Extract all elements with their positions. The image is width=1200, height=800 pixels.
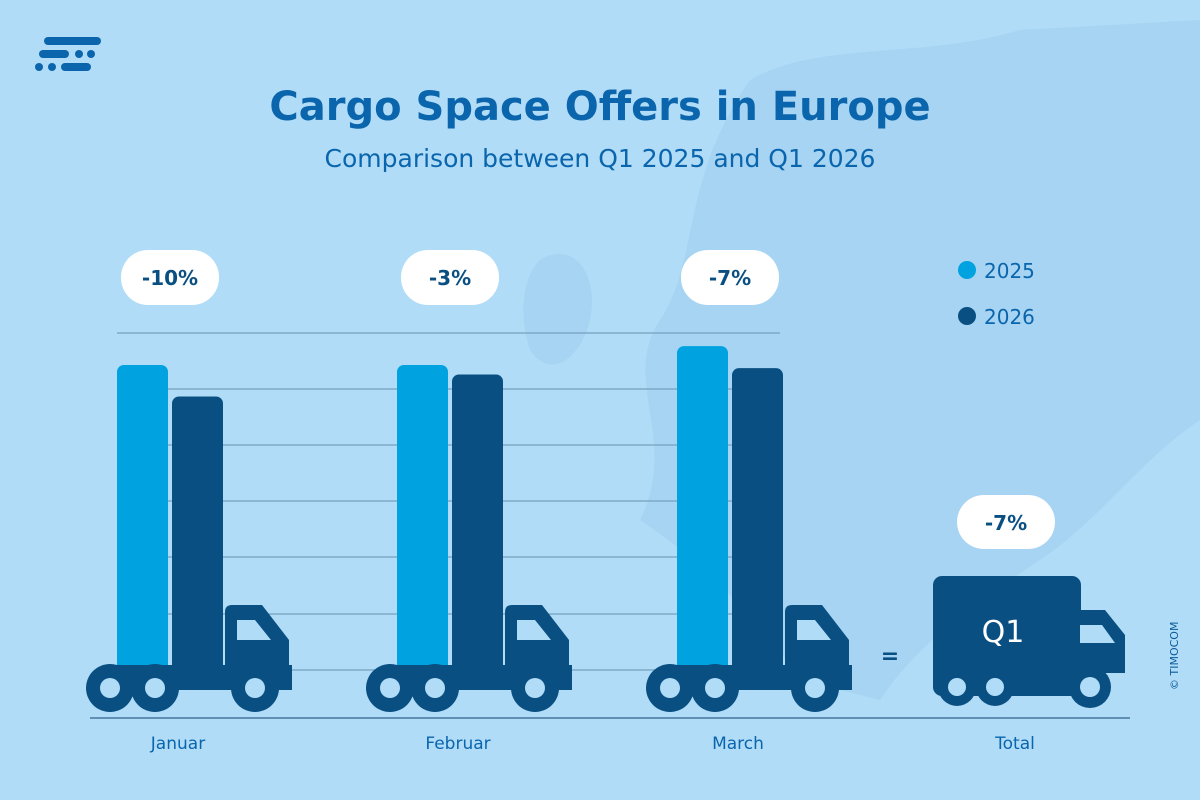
bar-2025-march bbox=[677, 346, 728, 680]
total-truck-text: Q1 bbox=[982, 615, 1025, 650]
total-change-label: -7% bbox=[985, 511, 1027, 535]
total-truck-icon bbox=[933, 576, 1125, 708]
change-pill bbox=[681, 250, 779, 305]
logo-icon bbox=[35, 37, 101, 71]
bar-2025-februar bbox=[397, 365, 448, 680]
legend: 2025 2026 bbox=[958, 259, 1035, 329]
bar-2026-march bbox=[732, 368, 783, 680]
category-group-februar: -3% Februar bbox=[366, 250, 572, 754]
category-label: March bbox=[712, 734, 764, 754]
truck-icon bbox=[366, 605, 572, 712]
change-label: -3% bbox=[429, 266, 471, 290]
chart-subtitle: Comparison between Q1 2025 and Q1 2026 bbox=[324, 144, 876, 173]
equals-sign: = bbox=[881, 644, 899, 669]
category-label: Januar bbox=[150, 734, 205, 754]
category-group-januar: -10% Januar bbox=[86, 250, 292, 754]
change-pill bbox=[401, 250, 499, 305]
bar-2025-januar bbox=[117, 365, 168, 680]
copyright: © TIMOCOM bbox=[1168, 621, 1181, 690]
change-pill bbox=[121, 250, 219, 305]
legend-swatch-2025 bbox=[958, 261, 976, 279]
legend-label-2025: 2025 bbox=[984, 259, 1035, 283]
legend-swatch-2026 bbox=[958, 307, 976, 325]
legend-label-2026: 2026 bbox=[984, 305, 1035, 329]
truck-icon bbox=[86, 605, 292, 712]
category-group-march: -7% March bbox=[646, 250, 852, 754]
change-label: -10% bbox=[142, 266, 198, 290]
total-change-pill bbox=[957, 495, 1055, 549]
chart-title: Cargo Space Offers in Europe bbox=[269, 84, 931, 130]
total-group: -7% = Q1 Total bbox=[881, 495, 1125, 754]
truck-icon bbox=[646, 605, 852, 712]
category-label: Februar bbox=[425, 734, 490, 754]
total-label: Total bbox=[994, 734, 1035, 754]
bar-2026-januar bbox=[172, 396, 223, 680]
change-label: -7% bbox=[709, 266, 751, 290]
bar-2026-februar bbox=[452, 374, 503, 680]
